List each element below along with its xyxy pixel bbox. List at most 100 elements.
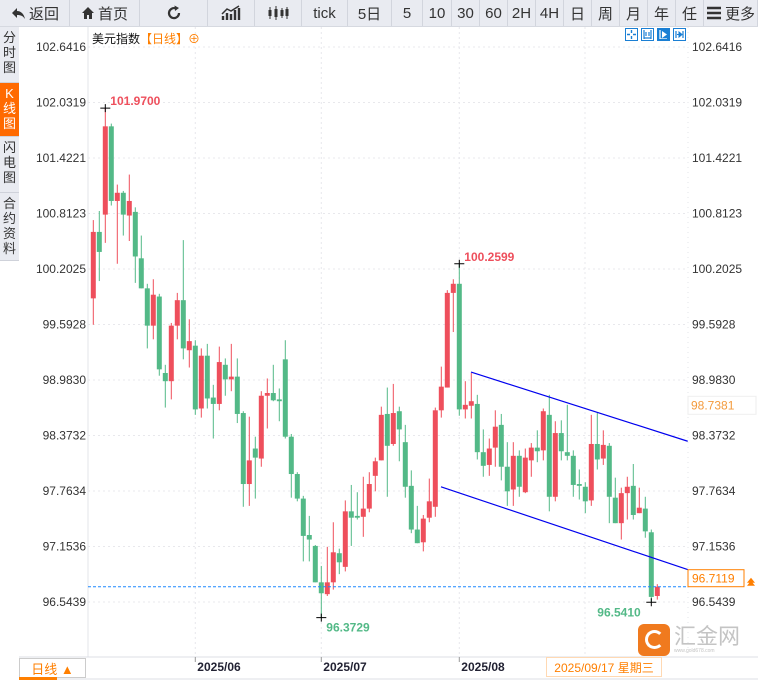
candle bbox=[606, 443, 612, 524]
scroll-up-icon[interactable] bbox=[747, 577, 755, 586]
side-tab-1[interactable]: K线图 bbox=[0, 83, 19, 137]
y-tick-label-left: 98.9830 bbox=[43, 373, 87, 387]
candle bbox=[306, 515, 312, 562]
y-tick-label-left: 100.8123 bbox=[36, 206, 86, 220]
toolbar-button-周[interactable]: 周 bbox=[592, 0, 620, 26]
toolbar-button-label: 首页 bbox=[97, 5, 128, 23]
candle-body bbox=[342, 511, 348, 567]
refresh-icon bbox=[165, 4, 183, 22]
toolbar-button-日[interactable]: 日 bbox=[564, 0, 592, 26]
candle-body bbox=[642, 508, 648, 532]
toolbar-button-60[interactable]: 60 bbox=[480, 0, 508, 26]
candle bbox=[456, 263, 462, 416]
candle-body bbox=[336, 553, 342, 563]
toolbar-button-更多[interactable]: 更多 bbox=[704, 0, 758, 26]
toolbar-button-indicator-chart[interactable] bbox=[208, 0, 255, 26]
candle bbox=[102, 108, 108, 243]
toolbar-button-返回[interactable]: 返回 bbox=[0, 0, 70, 26]
candle-body bbox=[648, 532, 654, 597]
candle bbox=[162, 364, 168, 408]
toolbar-button-首页[interactable]: 首页 bbox=[70, 0, 140, 26]
toolbar-button-label: 60 bbox=[485, 4, 502, 22]
candle bbox=[558, 420, 564, 461]
scroll-end-icon[interactable] bbox=[673, 28, 686, 41]
candle bbox=[342, 500, 348, 572]
y-tick-label-right: 97.7634 bbox=[692, 484, 736, 498]
toolbar-button-5[interactable]: 5 bbox=[392, 0, 423, 26]
period-selector[interactable]: 日线 ▲ bbox=[19, 658, 86, 678]
candle bbox=[654, 584, 660, 600]
candle-body bbox=[132, 211, 138, 257]
toolbar-button-任[interactable]: 任 bbox=[676, 0, 704, 26]
candle-body bbox=[258, 395, 264, 459]
candle bbox=[642, 496, 648, 538]
candle bbox=[186, 319, 192, 368]
candle-body bbox=[288, 436, 294, 475]
candle-body bbox=[378, 414, 384, 461]
play-right-icon[interactable] bbox=[657, 28, 670, 41]
side-tab-3[interactable]: 合约资料 bbox=[0, 193, 19, 261]
side-tab-2[interactable]: 闪电图 bbox=[0, 137, 19, 193]
candle-body bbox=[330, 552, 336, 583]
candle-body bbox=[162, 372, 168, 382]
candle bbox=[600, 430, 606, 465]
candle bbox=[618, 487, 624, 540]
current-price-box bbox=[687, 569, 745, 588]
candle bbox=[318, 565, 324, 618]
toolbar-button-refresh[interactable] bbox=[140, 0, 208, 26]
candle bbox=[168, 322, 174, 400]
candle bbox=[516, 450, 522, 497]
candle bbox=[396, 406, 402, 462]
toolbar-button-30[interactable]: 30 bbox=[452, 0, 480, 26]
candle bbox=[126, 174, 132, 242]
candle bbox=[486, 438, 492, 476]
candle bbox=[216, 346, 222, 411]
candle-body bbox=[264, 393, 270, 396]
candle-body bbox=[240, 413, 246, 485]
toolbar-button-月[interactable]: 月 bbox=[620, 0, 648, 26]
toolbar-button-tick[interactable]: tick bbox=[302, 0, 348, 26]
crosshair-icon[interactable] bbox=[625, 28, 638, 41]
y-tick-label-left: 99.5928 bbox=[43, 317, 87, 331]
candle bbox=[594, 413, 600, 470]
candle-body bbox=[390, 413, 396, 444]
toolbar-button-label: 年 bbox=[653, 5, 669, 23]
candle bbox=[468, 372, 474, 419]
side-tab-0[interactable]: 分时图 bbox=[0, 27, 19, 83]
toolbar-button-5日[interactable]: 5日 bbox=[348, 0, 392, 26]
candle bbox=[276, 388, 282, 422]
candle bbox=[426, 478, 432, 523]
candle-body bbox=[204, 355, 210, 399]
candle-body bbox=[324, 582, 330, 595]
candle-body bbox=[150, 294, 156, 326]
candle-body bbox=[222, 364, 228, 380]
candle-body bbox=[282, 359, 288, 437]
candle bbox=[132, 207, 138, 283]
toolbar-button-label: 周 bbox=[597, 5, 613, 23]
candle bbox=[540, 408, 546, 461]
candle bbox=[444, 290, 450, 388]
candle-body bbox=[300, 498, 306, 536]
x-tick-label: 2025/06 bbox=[197, 660, 241, 674]
candle bbox=[576, 469, 582, 500]
channel-trendline bbox=[440, 486, 688, 571]
toolbar-button-candlestick[interactable] bbox=[255, 0, 302, 26]
candle-body bbox=[546, 414, 552, 497]
watermark-text: 汇金网 bbox=[674, 624, 741, 649]
fit-range-icon[interactable] bbox=[641, 28, 654, 41]
toolbar-button-4H[interactable]: 4H bbox=[536, 0, 564, 26]
toolbar-button-10[interactable]: 10 bbox=[423, 0, 452, 26]
crosshair-circle-icon[interactable]: ⊕ bbox=[188, 32, 201, 46]
y-tick-label-left: 97.7634 bbox=[43, 484, 87, 498]
candle bbox=[360, 476, 366, 537]
watermark-url: www.gold678.com bbox=[674, 648, 715, 654]
candle bbox=[552, 421, 558, 502]
candle-body bbox=[576, 484, 582, 486]
x-tick-label: 2025/08 bbox=[461, 660, 505, 674]
toolbar-button-2H[interactable]: 2H bbox=[508, 0, 536, 26]
toolbar-button-年[interactable]: 年 bbox=[648, 0, 676, 26]
candle bbox=[492, 410, 498, 467]
toolbar-button-label: 月 bbox=[625, 5, 641, 23]
candle-body bbox=[180, 300, 186, 349]
